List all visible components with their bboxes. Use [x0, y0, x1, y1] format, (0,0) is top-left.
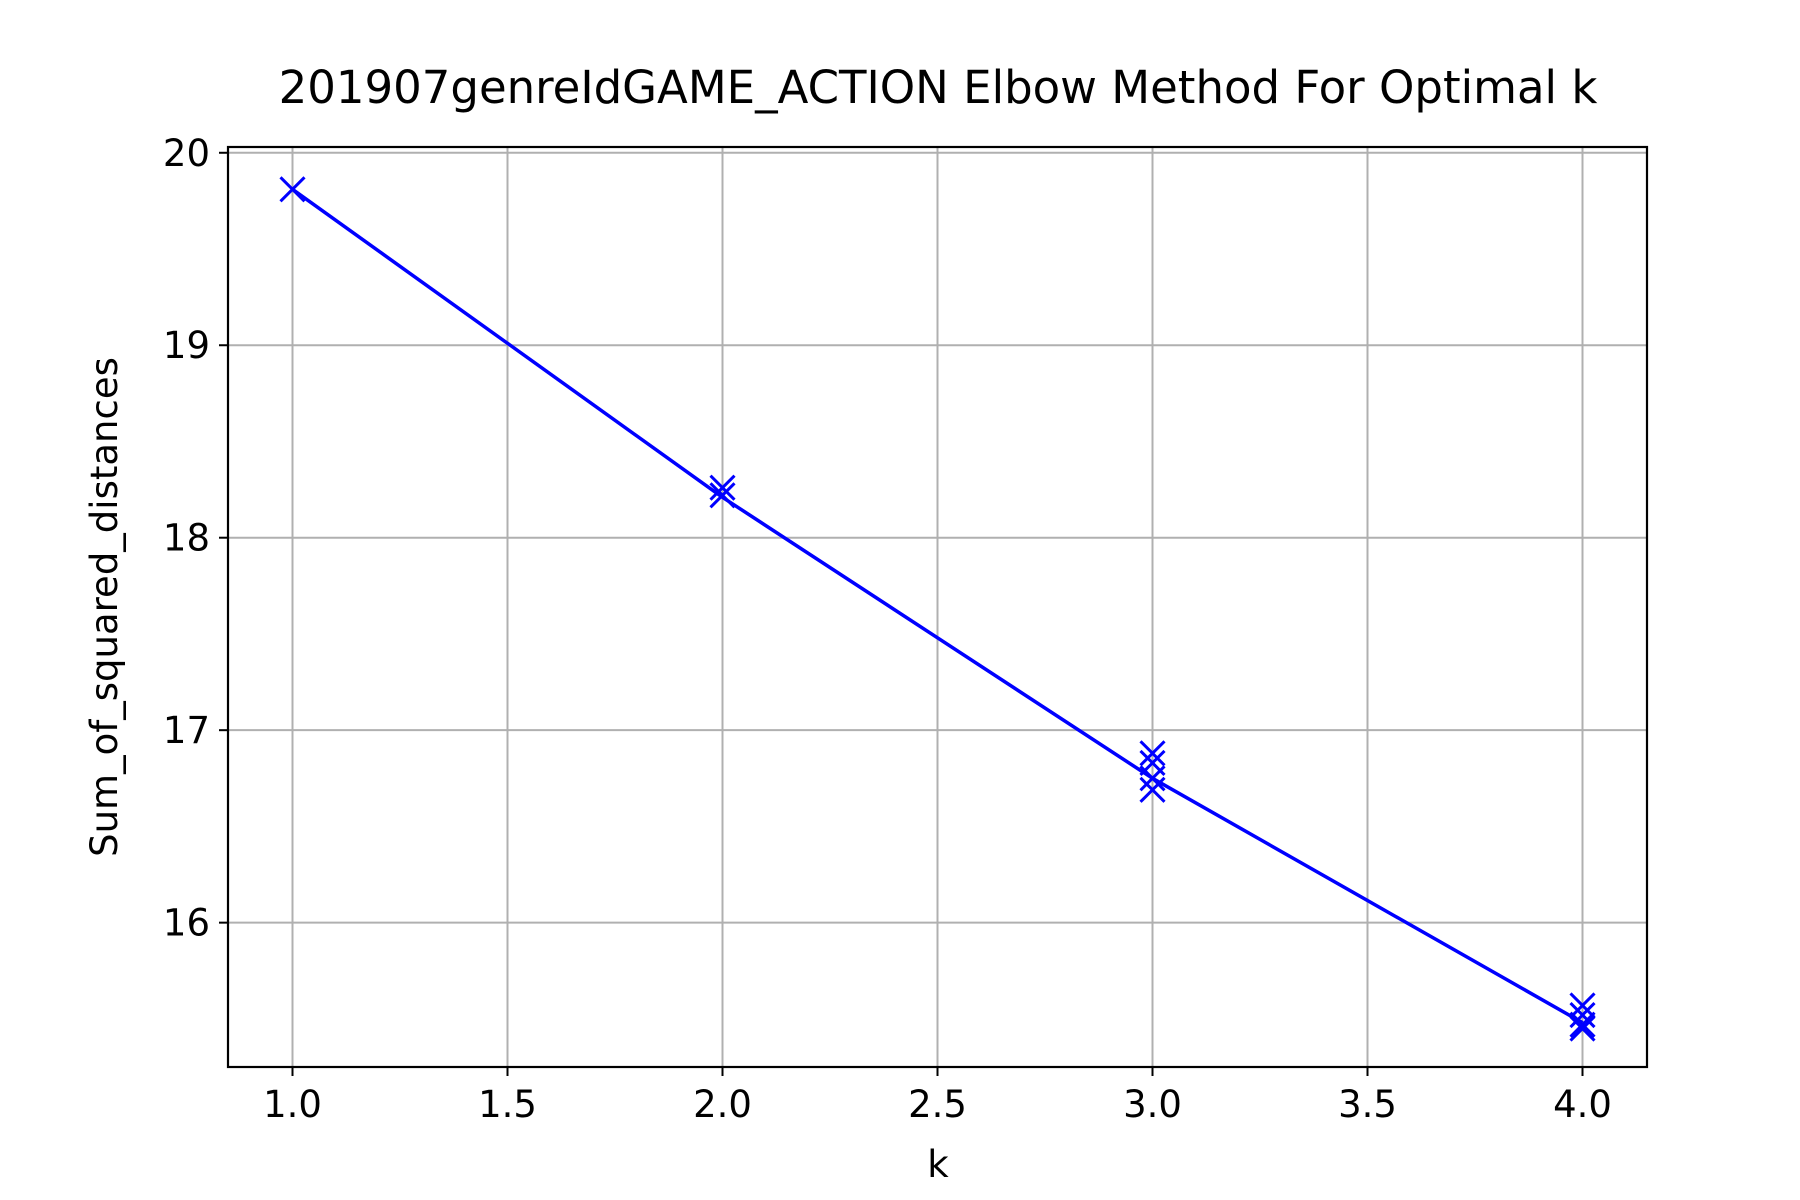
y-tick-label: 20 [163, 132, 210, 175]
data-point-marker [1569, 992, 1596, 1019]
grid [228, 147, 1647, 1067]
x-axis-title: k [927, 1143, 949, 1186]
y-tick-label: 16 [163, 902, 210, 945]
data-point-marker [1569, 1015, 1596, 1042]
data-point-marker [1569, 1011, 1596, 1038]
marker-stroke [709, 474, 736, 501]
data-point-marker [1139, 765, 1166, 792]
x-tick-label: 2.0 [693, 1083, 752, 1126]
data-point-marker [709, 482, 736, 509]
data-point-marker [279, 176, 306, 203]
marker-stroke [1569, 1011, 1596, 1038]
x-tick-label: 4.0 [1553, 1083, 1612, 1126]
marker-stroke [1569, 992, 1596, 1019]
data-point-marker [1139, 740, 1166, 767]
marker-stroke [1139, 740, 1166, 767]
marker-stroke [709, 482, 736, 509]
data-point-marker [1569, 1001, 1596, 1029]
marker-stroke [1569, 1001, 1596, 1029]
marker-stroke [1139, 776, 1166, 803]
series-line [291, 187, 1584, 1025]
marker-stroke [279, 176, 306, 203]
y-tick-label: 19 [163, 324, 210, 367]
x-tick-label: 1.5 [478, 1083, 537, 1126]
series-layer [279, 176, 1596, 1042]
marker-stroke [1139, 765, 1166, 792]
y-axis-title: Sum_of_squared_distances [83, 357, 126, 857]
y-tick-label: 17 [163, 709, 210, 752]
ticks: 1.0 1.5 2.0 2.5 3.0 3.5 4.0 16 17 18 19 20 [163, 132, 1612, 1126]
data-point-marker [709, 474, 736, 501]
x-tick-label: 1.0 [263, 1083, 322, 1126]
x-tick-label: 3.0 [1123, 1083, 1182, 1126]
chart-title: 201907genreIdGAME_ACTION Elbow Method Fo… [279, 61, 1598, 114]
data-point-marker [1139, 776, 1166, 803]
x-tick-label: 3.5 [1338, 1083, 1397, 1126]
x-tick-label: 2.5 [908, 1083, 967, 1126]
marker-stroke [1569, 1015, 1596, 1042]
y-tick-label: 18 [163, 517, 210, 560]
